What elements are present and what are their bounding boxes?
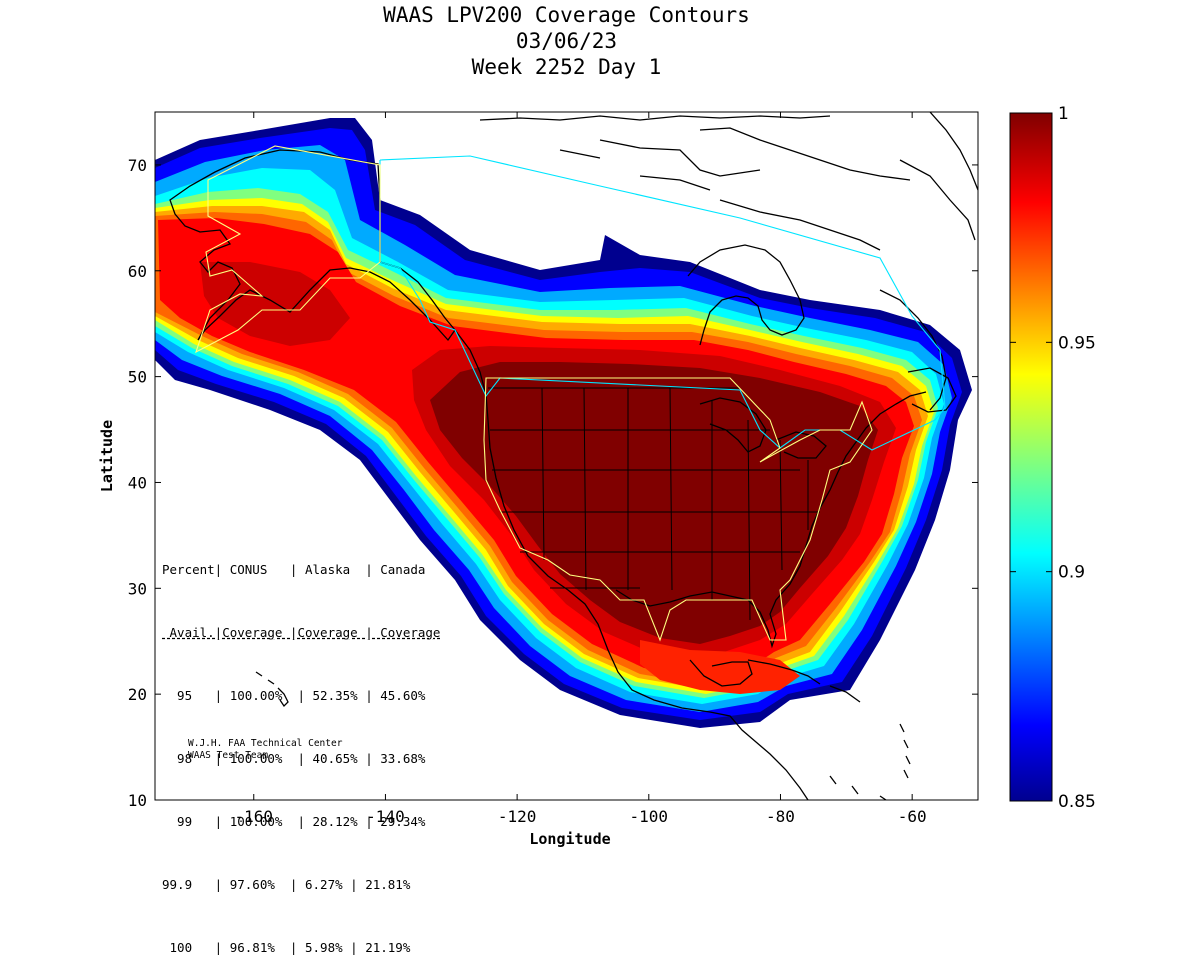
y-tick-label: 70: [128, 156, 147, 175]
y-axis-label: Latitude: [98, 420, 116, 492]
y-tick-label: 50: [128, 368, 147, 387]
x-axis-label: Longitude: [529, 830, 610, 848]
x-tick-label: -140: [366, 807, 405, 826]
y-axis: 70 60 50 40 30 20 10: [128, 156, 978, 810]
stats-row: 98 | 100.00% | 40.65% | 33.68%: [162, 751, 426, 766]
x-tick-label: -80: [766, 807, 795, 826]
conus-boundary: [483, 377, 873, 642]
stats-row: 100 | 96.81% | 5.98% | 21.19%: [162, 940, 411, 955]
stats-header-2: Avail.|Coverage |Coverage | Coverage: [162, 625, 441, 640]
chart-title: WAAS LPV200 Coverage Contours: [383, 3, 750, 27]
stats-row: 99 | 100.00% | 28.12% | 29.34%: [162, 814, 426, 829]
coverage-map: -160 -140 -120 -100 -80 -60 70 60 50 40 30 20 10 Lo…: [98, 104, 1096, 848]
us-states: [488, 387, 820, 621]
colorbar: [1009, 112, 1053, 802]
y-tick-label: 30: [128, 579, 147, 598]
colorbar-tick-label: 0.85: [1058, 792, 1096, 812]
chart-week-day: Week 2252 Day 1: [471, 55, 662, 79]
y-tick-label: 40: [128, 473, 147, 492]
colorbar-tick-label: 0.95: [1058, 333, 1096, 353]
contour-mex-gulf: [640, 640, 800, 694]
boundaries: [195, 145, 946, 642]
x-axis: -160 -140 -120 -100 -80 -60: [234, 112, 927, 826]
y-tick-label: 20: [128, 685, 147, 704]
contour-100: [430, 362, 878, 644]
credit-line-2: WAAS Test Team: [188, 750, 269, 761]
chart-date: 03/06/23: [515, 29, 618, 53]
alaska-boundary: [195, 145, 381, 354]
stats-row: 95 | 100.00% | 52.35% | 45.60%: [162, 688, 426, 703]
colorbar-tick-label: 1: [1058, 104, 1069, 124]
stats-row: 99.9 | 97.60% | 6.27% | 21.81%: [162, 877, 411, 892]
colorbar-ticks: 1 0.95 0.9 0.85: [1010, 104, 1096, 812]
x-tick-label: -100: [630, 807, 669, 826]
x-tick-label: -60: [898, 807, 927, 826]
credit-line-1: W.J.H. FAA Technical Center: [188, 738, 343, 749]
canada-boundary: [379, 155, 946, 451]
x-tick-label: -160: [234, 807, 273, 826]
plot-border: [154, 111, 979, 801]
stats-header-1: Percent| CONUS | Alaska | Canada: [162, 562, 426, 577]
colorbar-tick-label: 0.9: [1058, 563, 1085, 583]
y-tick-label: 10: [128, 791, 147, 810]
y-tick-label: 60: [128, 262, 147, 281]
x-tick-label: -120: [498, 807, 537, 826]
credit-text: W.J.H. FAA Technical Center WAAS Test Te…: [188, 738, 342, 762]
